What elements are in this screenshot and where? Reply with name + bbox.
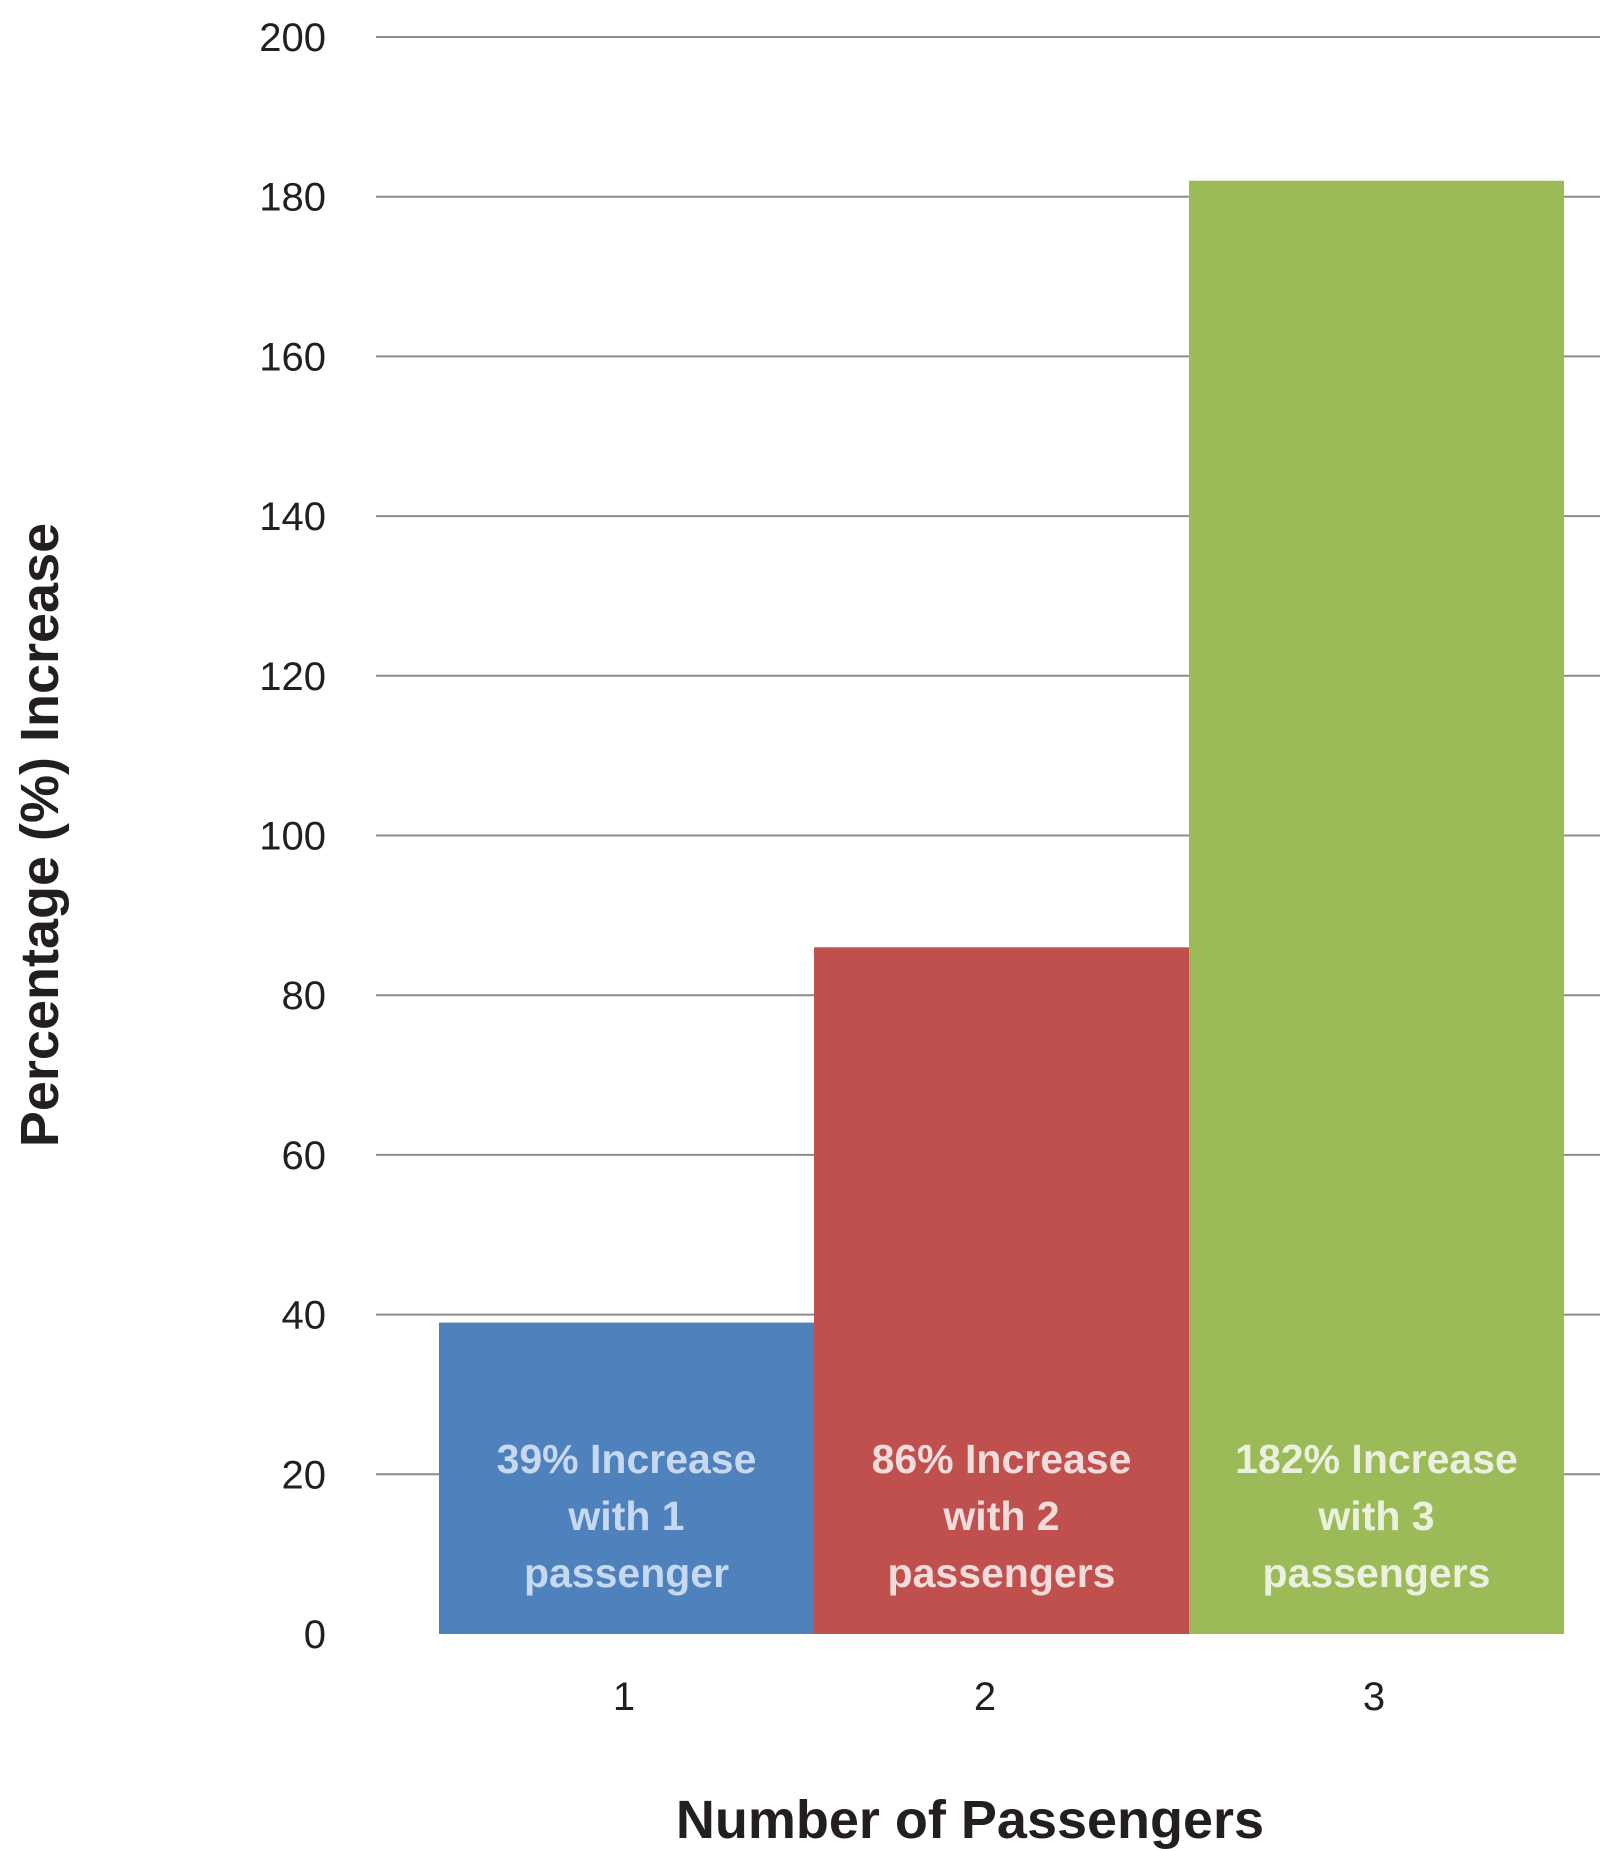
x-axis-title: Number of Passengers: [676, 1790, 1264, 1849]
bar-data-label: 86% Increase: [872, 1436, 1132, 1482]
y-axis-title: Percentage (%) Increase: [10, 523, 70, 1147]
bar-2: [814, 947, 1189, 1634]
bar-data-label: with 2: [942, 1493, 1059, 1539]
bar-data-label: with 1: [567, 1493, 684, 1539]
y-tick-label: 40: [282, 1294, 327, 1338]
y-tick-label: 60: [282, 1134, 327, 1178]
y-tick-labels: 0 20 40 60 80 100 120 140 160 180 200: [259, 16, 326, 1657]
y-tick-label: 100: [259, 815, 326, 859]
gridlines: [376, 36, 1600, 1476]
bar-data-label: 39% Increase: [497, 1436, 757, 1482]
y-tick-label: 160: [259, 335, 326, 379]
bar-data-label: passengers: [1263, 1550, 1491, 1596]
bar-3: [1189, 180, 1564, 1635]
y-tick-label: 80: [282, 974, 327, 1018]
x-tick-label: 3: [1363, 1675, 1385, 1719]
bars: 39% Increase with 1 passenger 86% Increase w…: [439, 180, 1564, 1635]
bar-data-label: passengers: [888, 1550, 1116, 1596]
y-tick-label: 120: [259, 655, 326, 699]
x-tick-label: 1: [613, 1675, 635, 1719]
y-tick-label: 20: [282, 1453, 327, 1497]
y-tick-label: 0: [304, 1613, 326, 1657]
y-tick-label: 140: [259, 495, 326, 539]
bar-data-label: with 3: [1317, 1493, 1434, 1539]
bar-1: [439, 1322, 814, 1634]
x-tick-label: 2: [974, 1675, 996, 1719]
y-tick-label: 200: [259, 16, 326, 60]
y-tick-label: 180: [259, 176, 326, 220]
x-tick-labels: 1 2 3: [613, 1675, 1385, 1719]
bar-data-label: 182% Increase: [1235, 1436, 1518, 1482]
bar-data-label: passenger: [524, 1550, 729, 1596]
